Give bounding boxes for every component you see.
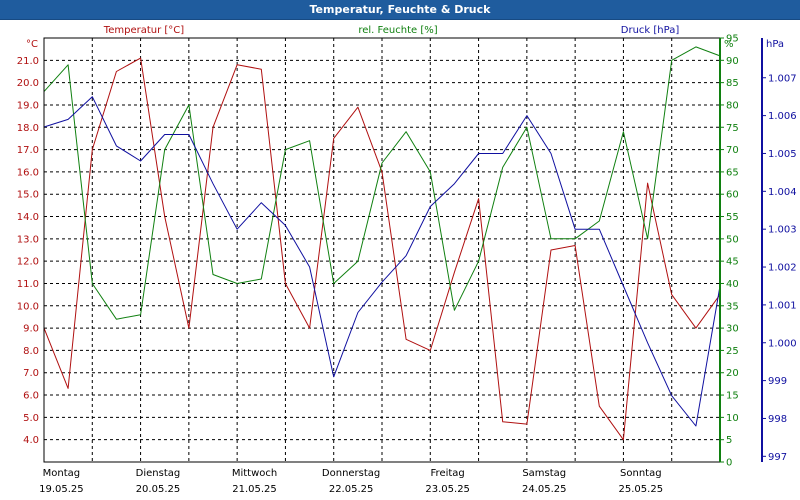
- x-tick-date-label: 22.05.25: [329, 484, 374, 495]
- humidity-tick-label: 0: [726, 458, 732, 469]
- x-tick-day-label: Mittwoch: [232, 468, 277, 479]
- humidity-tick-label: 50: [726, 234, 739, 245]
- x-tick-date-label: 20.05.25: [136, 484, 181, 495]
- humidity-tick-label: 5: [726, 435, 732, 446]
- pressure-tick-label: 1.007: [768, 73, 797, 84]
- humidity-tick-label: 10: [726, 413, 739, 424]
- x-tick-date-label: 24.05.25: [522, 484, 567, 495]
- humidity-tick-label: 15: [726, 391, 739, 402]
- x-tick-date-label: 21.05.25: [232, 484, 277, 495]
- pressure-tick-label: 1.001: [768, 300, 797, 311]
- temperature-tick-label: 5.0: [23, 413, 39, 424]
- humidity-tick-label: 30: [726, 324, 739, 335]
- temperature-tick-label: 4.0: [23, 435, 39, 446]
- humidity-tick-label: 65: [726, 167, 739, 178]
- humidity-tick-label: 90: [726, 56, 739, 67]
- temperature-tick-label: 11.0: [17, 279, 39, 290]
- temperature-line: [43, 57, 721, 441]
- x-tick-day-label: Montag: [43, 468, 80, 479]
- humidity-axis-unit: %: [724, 39, 734, 50]
- x-tick-date-label: 19.05.25: [39, 484, 84, 495]
- pressure-line: [43, 96, 721, 427]
- temperature-tick-label: 16.0: [17, 167, 39, 178]
- x-tick-day-label: Dienstag: [136, 468, 181, 479]
- temperature-tick-label: 9.0: [23, 324, 39, 335]
- pressure-tick-label: 998: [768, 414, 787, 425]
- temperature-axis-ticks: 21.0 20.0 19.0 18.0 17.0 16.0 15.0 14.0 13.0 12.0…: [17, 56, 39, 446]
- humidity-line: [43, 46, 721, 320]
- chart-title: Temperatur, Feuchte & Druck: [309, 3, 491, 16]
- temperature-tick-label: 21.0: [17, 56, 39, 67]
- x-tick-date-label: 25.05.25: [619, 484, 664, 495]
- temperature-tick-label: 12.0: [17, 257, 39, 268]
- x-tick-day-label: Sonntag: [620, 468, 662, 479]
- pressure-tick-label: 1.003: [768, 225, 797, 236]
- pressure-axis-unit: hPa: [766, 39, 784, 50]
- legend-pressure: Druck [hPa]: [621, 25, 680, 36]
- pressure-tick-label: 1.000: [768, 338, 797, 349]
- legend-temperature: Temperatur [°C]: [103, 25, 184, 36]
- humidity-tick-label: 35: [726, 301, 739, 312]
- temperature-axis-unit: °C: [26, 39, 38, 50]
- temperature-tick-label: 10.0: [17, 301, 39, 312]
- humidity-tick-label: 70: [726, 145, 739, 156]
- series-lines: [43, 46, 721, 441]
- pressure-tick-label: 999: [768, 376, 787, 387]
- temperature-tick-label: 19.0: [17, 100, 39, 111]
- humidity-tick-label: 95: [726, 34, 739, 45]
- humidity-tick-label: 75: [726, 123, 739, 134]
- humidity-tick-label: 85: [726, 78, 739, 89]
- pressure-tick-label: 1.006: [768, 111, 797, 122]
- temperature-tick-label: 6.0: [23, 391, 39, 402]
- humidity-tick-label: 40: [726, 279, 739, 290]
- humidity-tick-label: 20: [726, 368, 739, 379]
- x-tick-day-label: Freitag: [431, 468, 465, 479]
- humidity-tick-label: 60: [726, 190, 739, 201]
- pressure-tick-label: 1.005: [768, 149, 797, 160]
- pressure-tick-label: 997: [768, 452, 787, 463]
- temperature-tick-label: 15.0: [17, 190, 39, 201]
- temperature-tick-label: 17.0: [17, 145, 39, 156]
- x-axis-ticks: Montag 19.05.25 Dienstag 20.05.25 Mittwoch 21…: [39, 468, 663, 495]
- temperature-tick-label: 14.0: [17, 212, 39, 223]
- temperature-tick-label: 18.0: [17, 123, 39, 134]
- humidity-tick-label: 55: [726, 212, 739, 223]
- pressure-tick-label: 1.004: [768, 187, 797, 198]
- humidity-tick-label: 45: [726, 257, 739, 268]
- temperature-tick-label: 7.0: [23, 368, 39, 379]
- x-tick-date-label: 23.05.25: [425, 484, 470, 495]
- x-tick-day-label: Samstag: [522, 468, 566, 479]
- temperature-tick-label: 8.0: [23, 346, 39, 357]
- pressure-axis-ticks: 1.007 1.006 1.005 1.004 1.003 1.002 1.001 1.000…: [762, 73, 797, 463]
- legend-humidity: rel. Feuchte [%]: [358, 25, 437, 36]
- title-bar: Temperatur, Feuchte & Druck: [0, 0, 800, 20]
- humidity-tick-label: 25: [726, 346, 739, 357]
- humidity-tick-label: 80: [726, 100, 739, 111]
- temperature-tick-label: 20.0: [17, 78, 39, 89]
- x-tick-day-label: Donnerstag: [322, 468, 380, 479]
- pressure-tick-label: 1.002: [768, 263, 797, 274]
- temperature-tick-label: 13.0: [17, 234, 39, 245]
